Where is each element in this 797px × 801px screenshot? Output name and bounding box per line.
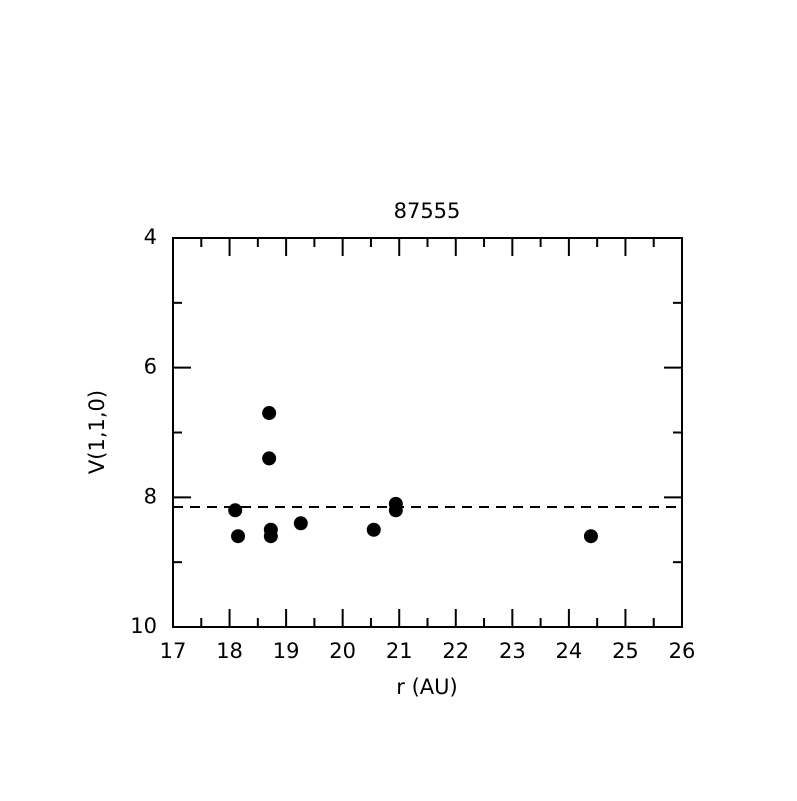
data-point <box>231 529 246 544</box>
data-point <box>366 522 381 537</box>
x-tick-label: 17 <box>160 639 187 663</box>
x-tick-label: 21 <box>386 639 413 663</box>
chart-title: 87555 <box>394 199 461 223</box>
data-point <box>293 516 308 531</box>
x-tick-label: 24 <box>556 639 583 663</box>
plot-frame <box>172 237 683 628</box>
data-point <box>388 503 403 518</box>
x-tick-label: 18 <box>216 639 243 663</box>
data-point <box>262 451 277 466</box>
x-tick-label: 19 <box>273 639 300 663</box>
y-tick-label: 8 <box>144 484 157 508</box>
data-point <box>583 529 598 544</box>
x-tick-label: 20 <box>329 639 356 663</box>
x-tick-label: 22 <box>442 639 469 663</box>
y-tick-label: 4 <box>144 225 157 249</box>
y-axis-label: V(1,1,0) <box>85 390 109 474</box>
data-point <box>262 406 277 421</box>
x-tick-label: 23 <box>499 639 526 663</box>
x-axis-label: r (AU) <box>396 675 457 699</box>
data-point <box>228 503 243 518</box>
data-point <box>263 529 278 544</box>
y-tick-label: 10 <box>130 614 157 638</box>
x-tick-label: 25 <box>612 639 639 663</box>
y-tick-label: 6 <box>144 355 157 379</box>
x-tick-label: 26 <box>669 639 696 663</box>
